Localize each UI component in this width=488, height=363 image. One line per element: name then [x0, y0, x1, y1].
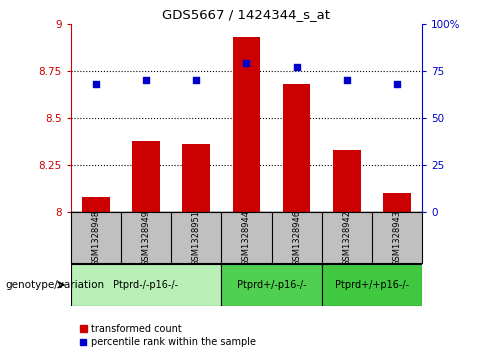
Point	[243, 60, 250, 66]
Text: GSM1328943: GSM1328943	[392, 210, 402, 266]
Bar	[183, 144, 210, 212]
Bar	[383, 193, 411, 212]
Title: GDS5667 / 1424344_s_at: GDS5667 / 1424344_s_at	[163, 8, 330, 21]
Bar	[82, 197, 110, 212]
Text: GSM1328944: GSM1328944	[242, 210, 251, 266]
Text: Ptprd+/-p16-/-: Ptprd+/-p16-/-	[237, 280, 306, 290]
Bar	[333, 150, 361, 212]
Text: Ptprd-/-p16-/-: Ptprd-/-p16-/-	[114, 280, 179, 290]
Bar	[71, 264, 222, 306]
Bar	[322, 264, 422, 306]
Bar	[283, 84, 310, 212]
Text: GSM1328948: GSM1328948	[91, 210, 101, 266]
Point	[142, 77, 150, 83]
Text: genotype/variation: genotype/variation	[5, 280, 104, 290]
Text: Ptprd+/+p16-/-: Ptprd+/+p16-/-	[335, 280, 409, 290]
Bar	[233, 37, 260, 212]
Text: GSM1328946: GSM1328946	[292, 210, 301, 266]
Legend: transformed count, percentile rank within the sample: transformed count, percentile rank withi…	[76, 320, 260, 351]
Bar	[222, 264, 322, 306]
Bar	[132, 140, 160, 212]
Text: GSM1328951: GSM1328951	[192, 210, 201, 266]
Point	[343, 77, 351, 83]
Text: GSM1328949: GSM1328949	[142, 210, 151, 266]
Text: GSM1328942: GSM1328942	[342, 210, 351, 266]
Point	[192, 77, 200, 83]
Point	[393, 81, 401, 87]
Point	[92, 81, 100, 87]
Point	[293, 64, 301, 70]
